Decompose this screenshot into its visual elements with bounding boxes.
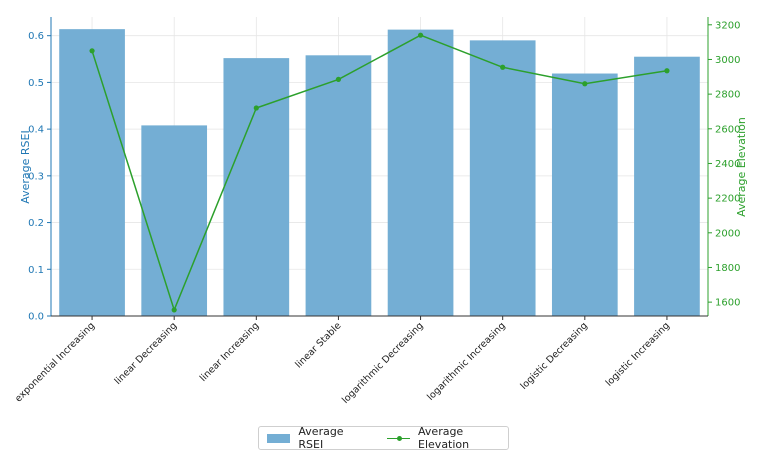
category-label: logistic Increasing — [604, 320, 672, 388]
bar — [305, 55, 372, 316]
left-tick-label: 0.6 — [28, 31, 44, 42]
left-tick-label: 0.4 — [28, 125, 44, 136]
left-tick-label: 0.1 — [28, 265, 44, 276]
right-tick-label: 2800 — [715, 90, 740, 101]
axes — [50, 17, 709, 317]
right-tick-label: 3200 — [715, 20, 740, 31]
bar — [551, 73, 618, 316]
left-tick-label: 0.0 — [28, 312, 44, 323]
legend: Average RSEI Average Elevation — [258, 425, 509, 451]
elevation-point — [664, 68, 670, 74]
category-label: logistic Decreasing — [518, 320, 589, 391]
legend-item-elevation: Average Elevation — [386, 425, 508, 451]
right-tick-label: 2600 — [715, 124, 740, 135]
bar — [59, 29, 125, 316]
legend-line-swatch — [386, 434, 411, 443]
category-label: exponential Increasing — [13, 320, 97, 404]
elevation-point — [500, 64, 506, 70]
elevation-line — [91, 34, 668, 313]
right-tick-label: 2200 — [715, 194, 740, 205]
elevation-point — [582, 81, 588, 87]
category-label: linear Decreasing — [113, 320, 180, 387]
bar — [141, 125, 208, 316]
right-tick-label: 1800 — [715, 263, 740, 274]
left-axis-title: Average RSEI — [19, 130, 32, 204]
left-tick-label: 0.5 — [28, 78, 44, 89]
right-tick-label: 2400 — [715, 159, 740, 170]
category-labels: exponential Increasing linear Decreasing l… — [13, 316, 672, 406]
bar — [223, 58, 290, 317]
line-series — [89, 32, 670, 313]
elevation-point — [417, 32, 424, 38]
bar-series — [59, 29, 700, 317]
right-tick-label: 1600 — [715, 298, 740, 309]
bar — [469, 40, 536, 316]
elevation-point — [253, 105, 259, 111]
left-tick-label: 0.3 — [28, 171, 44, 182]
elevation-point — [335, 76, 342, 82]
right-tick-label: 2000 — [715, 228, 740, 239]
left-axis-ticks: 0.0 0.1 0.2 0.3 0.4 0.5 0.6 — [28, 31, 51, 323]
right-axis-title: Average Elevation — [735, 117, 748, 217]
category-label: logarithmic Decreasing — [340, 320, 426, 406]
legend-label-rsei: Average RSEI — [298, 425, 344, 451]
elevation-point — [171, 307, 177, 313]
category-label: linear Stable — [293, 320, 343, 370]
bar — [387, 29, 454, 316]
elevation-point — [89, 48, 95, 54]
legend-label-elevation: Average Elevation — [418, 425, 470, 451]
legend-item-rsei: Average RSEI — [267, 425, 365, 451]
category-label: logarithmic Increasing — [425, 320, 508, 403]
bar — [634, 56, 700, 316]
left-tick-label: 0.2 — [28, 218, 44, 229]
right-axis-ticks: 1600 1800 2000 2200 2400 2600 2800 3000 3200 — [708, 20, 740, 309]
category-label: linear Increasing — [198, 320, 262, 384]
right-tick-label: 3000 — [715, 55, 740, 66]
legend-bar-swatch — [267, 433, 291, 443]
